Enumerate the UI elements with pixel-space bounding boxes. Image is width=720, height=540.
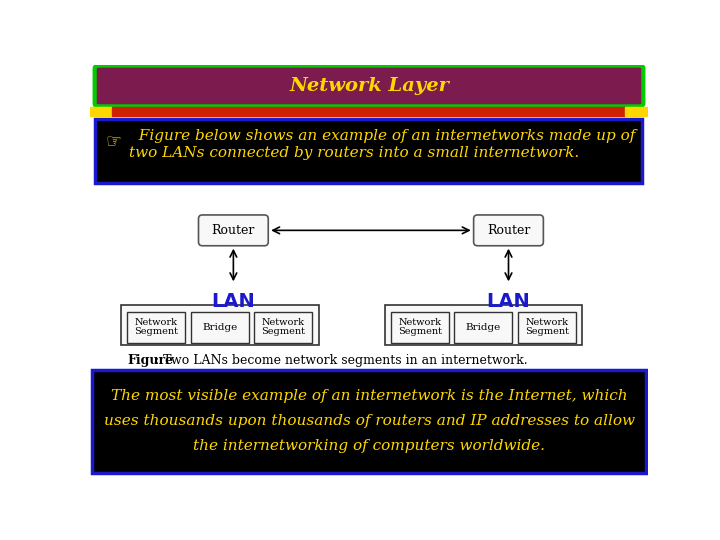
Bar	[90, 107, 112, 117]
Text: : Two LANs become network segments in an internetwork.: : Two LANs become network segments in an…	[127, 354, 528, 367]
Bar	[127, 312, 185, 343]
Text: Segment: Segment	[261, 327, 305, 336]
FancyBboxPatch shape	[94, 65, 644, 106]
Bar	[625, 107, 648, 117]
Text: two LANs connected by routers into a small internetwork.: two LANs connected by routers into a sma…	[129, 146, 579, 160]
FancyBboxPatch shape	[92, 370, 646, 473]
FancyBboxPatch shape	[94, 119, 642, 184]
Text: Bridge: Bridge	[466, 323, 501, 332]
Text: Figure: Figure	[127, 354, 174, 367]
Text: Segment: Segment	[525, 327, 569, 336]
Text: ☞: ☞	[106, 133, 122, 151]
Bar	[112, 107, 625, 117]
Text: The most visible example of an internetwork is the Internet, which: The most visible example of an internetw…	[111, 389, 627, 403]
Text: Segment: Segment	[134, 327, 179, 336]
Bar	[254, 312, 312, 343]
Bar	[121, 305, 319, 345]
Text: Network Layer: Network Layer	[289, 77, 449, 96]
Bar	[391, 312, 449, 343]
Text: Bridge: Bridge	[202, 323, 238, 332]
Text: Router: Router	[487, 224, 530, 237]
Text: LAN: LAN	[212, 292, 256, 311]
Text: Figure below shows an example of an internetworks made up of: Figure below shows an example of an inte…	[129, 130, 635, 144]
FancyBboxPatch shape	[199, 215, 269, 246]
Text: the internetworking of computers worldwide.: the internetworking of computers worldwi…	[193, 440, 545, 454]
FancyBboxPatch shape	[474, 215, 544, 246]
Text: Network: Network	[135, 318, 178, 327]
Bar	[191, 312, 249, 343]
Text: Network: Network	[398, 318, 441, 327]
Text: LAN: LAN	[487, 292, 531, 311]
Bar	[454, 312, 513, 343]
Text: Router: Router	[212, 224, 255, 237]
Text: Segment: Segment	[397, 327, 442, 336]
Text: Network: Network	[262, 318, 305, 327]
Bar	[518, 312, 576, 343]
Text: uses thousands upon thousands of routers and IP addresses to allow: uses thousands upon thousands of routers…	[104, 414, 634, 428]
Text: Network: Network	[526, 318, 568, 327]
Bar	[384, 305, 582, 345]
